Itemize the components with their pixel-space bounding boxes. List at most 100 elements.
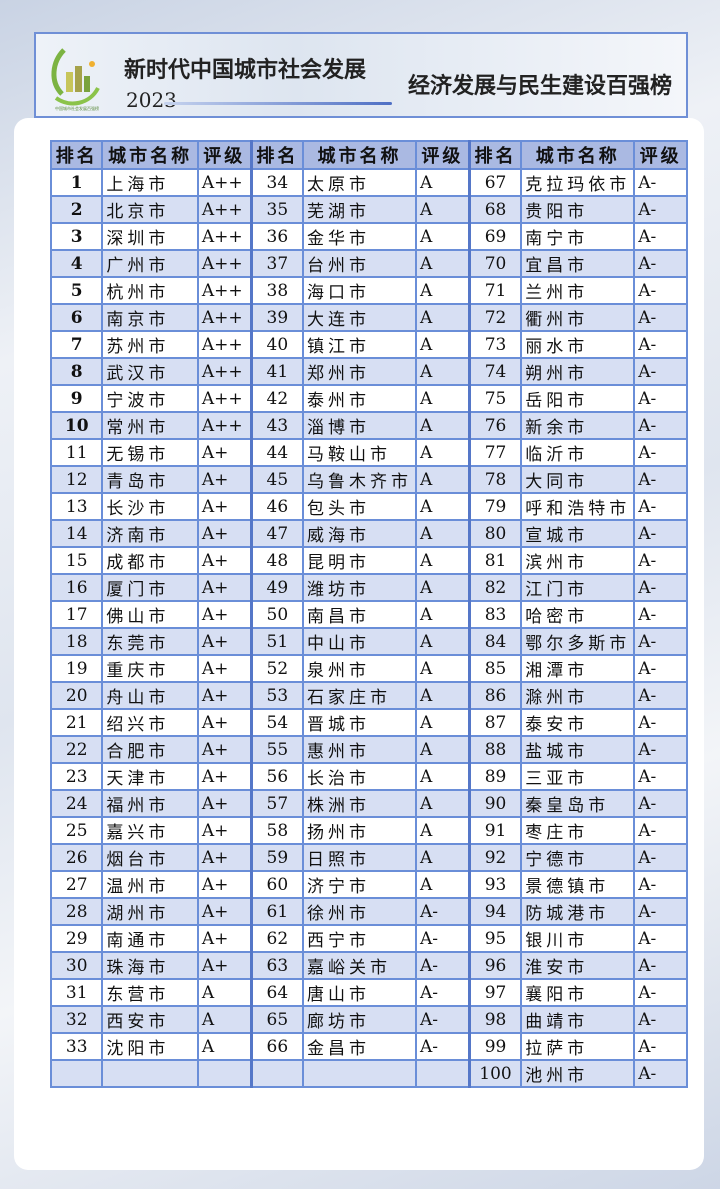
grade-cell: A+: [196, 924, 253, 953]
grade-cell: A: [196, 978, 253, 1007]
table-row: 16 厦门市 A+ 49 潍坊市 A 82 江门市 A-: [49, 573, 688, 602]
rank-cell: 38: [249, 276, 305, 305]
city-cell: 克拉玛依市: [520, 168, 636, 197]
grade-cell: A-: [633, 249, 688, 278]
table-row: 27 温州市 A+ 60 济宁市 A 93 景德镇市 A-: [49, 870, 688, 899]
rank-cell: 22: [49, 735, 104, 764]
rank-cell: 30: [49, 951, 104, 980]
column-header: 城市名称: [101, 140, 199, 170]
city-cell: 株洲市: [302, 789, 418, 818]
rank-cell: 94: [467, 897, 523, 926]
grade-cell: A-: [633, 168, 688, 197]
rank-cell: 56: [249, 762, 305, 791]
column-header: 评级: [196, 140, 253, 170]
rank-cell: 9: [49, 384, 104, 413]
grade-cell: A+: [196, 870, 253, 899]
city-cell: 泰州市: [302, 384, 418, 413]
rank-cell: 85: [467, 654, 523, 683]
rank-cell: 31: [49, 978, 104, 1007]
rank-cell: 73: [467, 330, 523, 359]
grade-cell: A-: [633, 411, 688, 440]
rank-cell: 95: [467, 924, 523, 953]
city-cell: 广州市: [101, 249, 199, 278]
grade-cell: A: [415, 303, 471, 332]
grade-cell: A-: [633, 1059, 688, 1088]
grade-cell: A: [415, 735, 471, 764]
grade-cell: A: [415, 573, 471, 602]
grade-cell: A-: [633, 627, 688, 656]
rank-cell: 46: [249, 492, 305, 521]
grade-cell: A-: [633, 978, 688, 1007]
city-cell: 镇江市: [302, 330, 418, 359]
city-cell: 三亚市: [520, 762, 636, 791]
city-cell: 西宁市: [302, 924, 418, 953]
grade-cell: A-: [633, 573, 688, 602]
city-cell: 台州市: [302, 249, 418, 278]
city-cell: 南昌市: [302, 600, 418, 629]
table-row: 30 珠海市 A+ 63 嘉峪关市 A- 96 淮安市 A-: [49, 951, 688, 980]
page-header: 中国城市社会发展百强榜 新时代中国城市社会发展 2023 经济发展与民生建设百强…: [34, 32, 688, 118]
column-header: 评级: [415, 140, 471, 170]
rank-cell: 48: [249, 546, 305, 575]
rank-cell: 7: [49, 330, 104, 359]
city-cell: 绍兴市: [101, 708, 199, 737]
city-cell: 银川市: [520, 924, 636, 953]
grade-cell: A+: [196, 762, 253, 791]
rank-cell: 75: [467, 384, 523, 413]
city-cell: 沈阳市: [101, 1032, 199, 1061]
rank-cell: 55: [249, 735, 305, 764]
rank-cell: 87: [467, 708, 523, 737]
grade-cell: A-: [633, 789, 688, 818]
grade-cell: A++: [196, 330, 253, 359]
city-cell: 盐城市: [520, 735, 636, 764]
rank-cell: 66: [249, 1032, 305, 1061]
table-row: 10 常州市 A++ 43 淄博市 A 76 新余市 A-: [49, 411, 688, 440]
grade-cell: A-: [633, 276, 688, 305]
grade-cell: A+: [196, 789, 253, 818]
city-cell: 芜湖市: [302, 195, 418, 224]
rank-cell: 19: [49, 654, 104, 683]
city-cell: 太原市: [302, 168, 418, 197]
rank-cell: 65: [249, 1005, 305, 1034]
grade-cell: A: [415, 222, 471, 251]
grade-cell: A-: [633, 465, 688, 494]
city-cell: 秦皇岛市: [520, 789, 636, 818]
rank-cell: 13: [49, 492, 104, 521]
table-row: 19 重庆市 A+ 52 泉州市 A 85 湘潭市 A-: [49, 654, 688, 683]
grade-cell: A+: [196, 546, 253, 575]
ranking-table: 排名 城市名称 评级 排名 城市名称 评级 排名 城市名称 评级 1 上海市 A++ 34 太原市 A 67…: [49, 140, 688, 1088]
city-cell: 惠州市: [302, 735, 418, 764]
grade-cell: [415, 1059, 471, 1088]
grade-cell: A+: [196, 654, 253, 683]
rank-cell: 100: [467, 1059, 523, 1088]
city-cell: 宁波市: [101, 384, 199, 413]
city-cell: 泰安市: [520, 708, 636, 737]
rank-cell: 41: [249, 357, 305, 386]
grade-cell: A-: [633, 708, 688, 737]
table-row: 24 福州市 A+ 57 株洲市 A 90 秦皇岛市 A-: [49, 789, 688, 818]
rank-cell: 52: [249, 654, 305, 683]
rank-cell: 27: [49, 870, 104, 899]
rank-cell: 58: [249, 816, 305, 845]
rank-cell: 99: [467, 1032, 523, 1061]
grade-cell: A-: [415, 1032, 471, 1061]
grade-cell: A++: [196, 384, 253, 413]
grade-cell: A-: [633, 735, 688, 764]
table-row: 26 烟台市 A+ 59 日照市 A 92 宁德市 A-: [49, 843, 688, 872]
grade-cell: A++: [196, 249, 253, 278]
city-cell: 石家庄市: [302, 681, 418, 710]
city-cell: 长沙市: [101, 492, 199, 521]
svg-text:中国城市社会发展百强榜: 中国城市社会发展百强榜: [55, 105, 99, 111]
city-cell: 泉州市: [302, 654, 418, 683]
table-row: 11 无锡市 A+ 44 马鞍山市 A 77 临沂市 A-: [49, 438, 688, 467]
year: 2023: [126, 88, 177, 112]
rank-cell: 26: [49, 843, 104, 872]
rank-cell: 83: [467, 600, 523, 629]
grade-cell: A: [415, 384, 471, 413]
rank-cell: 50: [249, 600, 305, 629]
grade-cell: A: [415, 816, 471, 845]
rank-cell: 4: [49, 249, 104, 278]
city-cell: 温州市: [101, 870, 199, 899]
city-cell: 马鞍山市: [302, 438, 418, 467]
logo-icon: 中国城市社会发展百强榜: [51, 48, 100, 111]
